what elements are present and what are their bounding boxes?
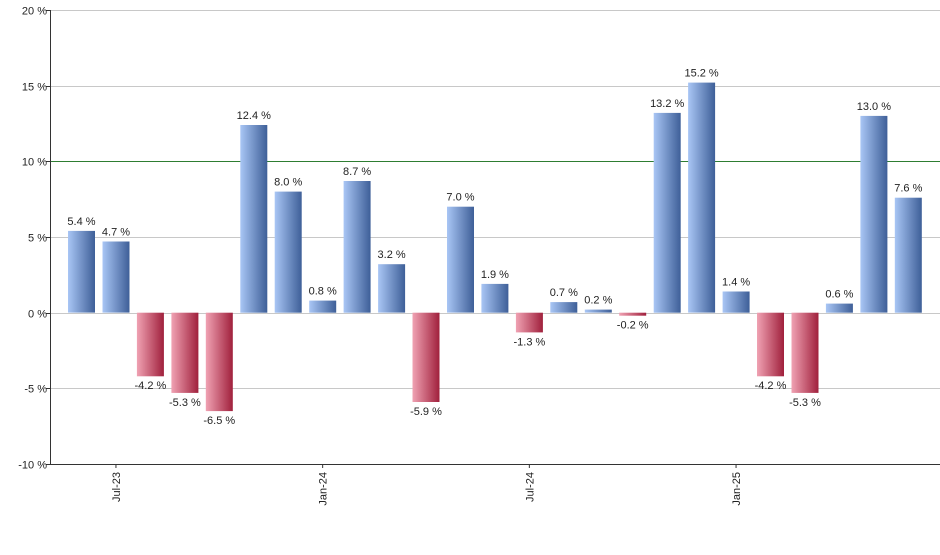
data-label: 1.4 % — [722, 277, 750, 289]
bar — [171, 312, 199, 393]
data-label: 8.0 % — [274, 177, 302, 189]
bar — [825, 303, 853, 313]
data-label: 15.2 % — [684, 68, 718, 80]
bar — [653, 112, 681, 313]
bar — [412, 312, 440, 402]
y-tick-label: -5 % — [24, 384, 47, 396]
bar — [584, 309, 612, 313]
data-labels-group: 5.4 %4.7 %-4.2 %-5.3 %-6.5 %12.4 %8.0 %0… — [67, 68, 922, 427]
data-label: -6.5 % — [203, 415, 235, 427]
data-label: -5.3 % — [789, 397, 821, 409]
bar — [515, 312, 543, 333]
bar — [481, 283, 509, 313]
y-tick-label: 15 % — [22, 82, 47, 94]
x-tick-label: Jul-24 — [524, 472, 536, 502]
bar — [550, 302, 578, 313]
bar — [136, 312, 164, 377]
x-tick-label: Jan-24 — [318, 472, 330, 506]
y-tick-label: -10 % — [18, 460, 47, 472]
data-label: -4.2 % — [135, 380, 167, 392]
data-label: -5.9 % — [410, 406, 442, 418]
data-label: -0.2 % — [617, 320, 649, 332]
bar — [102, 241, 130, 313]
bar — [240, 125, 268, 313]
data-label: 0.8 % — [309, 286, 337, 298]
bar — [791, 312, 819, 393]
bar — [757, 312, 784, 377]
x-tick-label: Jul-23 — [111, 472, 123, 502]
y-tick-label: 0 % — [28, 309, 47, 321]
data-label: 5.4 % — [67, 216, 95, 228]
bar — [722, 291, 750, 313]
bar — [343, 181, 371, 313]
data-label: 0.7 % — [550, 287, 578, 299]
data-label: 4.7 % — [102, 227, 130, 239]
data-label: 7.6 % — [894, 183, 922, 195]
data-label: -5.3 % — [169, 397, 201, 409]
x-tick-label: Jan-25 — [731, 472, 743, 506]
y-tick-label: 10 % — [22, 157, 47, 169]
data-label: -1.3 % — [514, 336, 546, 348]
bar — [309, 300, 337, 313]
y-tick-label: 5 % — [28, 233, 47, 245]
data-label: -4.2 % — [755, 380, 787, 392]
data-label: 7.0 % — [446, 192, 474, 204]
bar — [447, 206, 474, 313]
bar — [205, 312, 233, 412]
bar — [274, 191, 302, 313]
data-label: 13.2 % — [650, 98, 684, 110]
data-label: 3.2 % — [378, 249, 406, 261]
data-label: 13.0 % — [857, 101, 891, 113]
data-label: 0.6 % — [825, 289, 853, 301]
bars-group — [68, 82, 922, 412]
y-tick-label: 20 % — [22, 6, 47, 18]
axes-group: -10 % -5 % 0 % 5 % 10 % 15 % 20 % Jul-23 Jan-24 J… — [18, 6, 940, 506]
bar — [688, 82, 716, 313]
data-label: 8.7 % — [343, 166, 371, 178]
data-label: 12.4 % — [237, 110, 271, 122]
bar — [894, 197, 922, 313]
bar — [860, 115, 888, 313]
bar — [378, 264, 406, 313]
bar — [68, 230, 95, 313]
bar — [619, 312, 647, 316]
data-label: 0.2 % — [584, 295, 612, 307]
data-label: 1.9 % — [481, 269, 509, 281]
